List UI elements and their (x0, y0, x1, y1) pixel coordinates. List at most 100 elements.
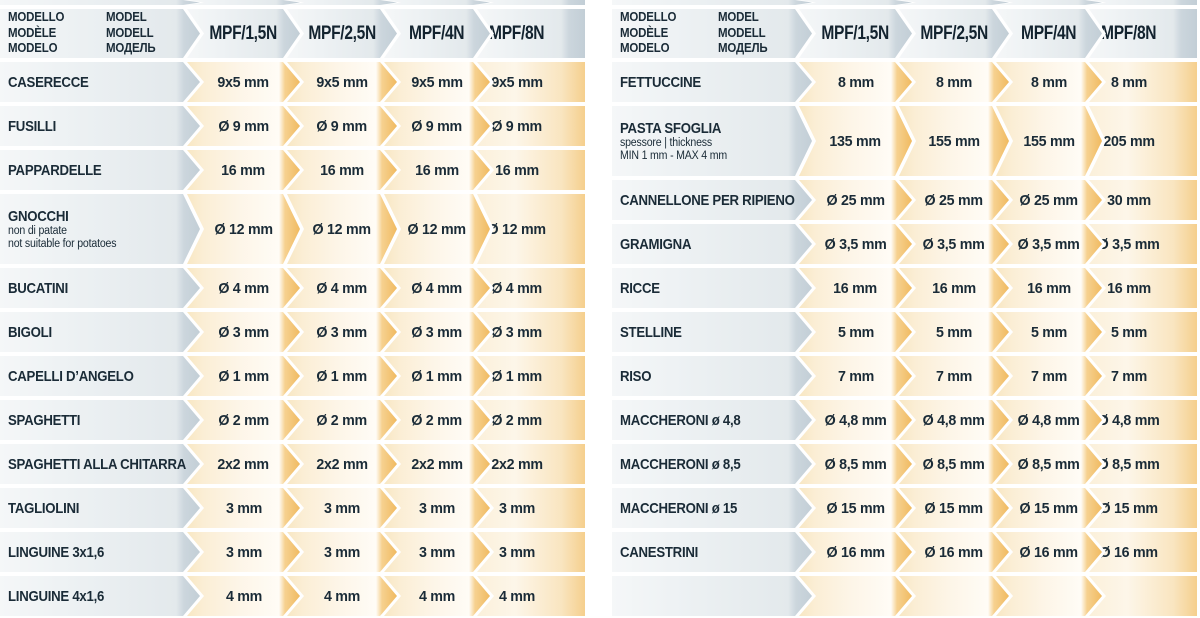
size-value: 135 mm (829, 132, 882, 150)
size-value-wrap (1106, 576, 1152, 616)
size-value-arrow: Ø 2 mm (187, 400, 300, 440)
size-value: Ø 25 mm (1019, 191, 1079, 209)
size-value-wrap: 4 mm (401, 576, 473, 616)
size-value-arrow: 2x2 mm (287, 444, 397, 484)
size-value-arrow: 16 mm (384, 150, 490, 190)
row-label-arrow: TAGLIOLINI (0, 488, 200, 528)
size-value: 8 mm (837, 73, 874, 91)
size-value-arrow: 2x2 mm (187, 444, 300, 484)
size-value: Ø 16 mm (1019, 543, 1079, 561)
size-value-wrap: Ø 2 mm (401, 400, 473, 440)
row-label-arrow: MACCHERONI ø 15 (612, 488, 812, 528)
size-value-wrap: Ø 8,5 mm (816, 444, 895, 484)
model-column-header: MPF/2,5N (899, 9, 1009, 58)
model-header-label: MPF/4N (409, 22, 465, 44)
size-value-wrap: Ø 3,5 mm (1013, 224, 1085, 264)
pasta-name: CAPELLI D’ANGELO (8, 367, 134, 385)
size-value: Ø 1 mm (491, 367, 543, 385)
size-value-wrap: 4 mm (204, 576, 283, 616)
size-value-arrow: Ø 8,5 mm (1089, 444, 1197, 484)
size-value-wrap: 9x5 mm (304, 62, 380, 102)
size-value-wrap: 4 mm (494, 576, 540, 616)
size-value-arrow: 16 mm (899, 268, 1009, 308)
size-value: 5 mm (1110, 323, 1148, 341)
model-column-header: MPF/2,5N (287, 9, 397, 58)
row-label-arrow: GNOCCHI non di patate not suitable for pot… (0, 194, 200, 264)
size-value: Ø 2 mm (411, 411, 463, 429)
size-value: 9x5 mm (217, 73, 270, 91)
size-value-arrow: 2x2 mm (477, 444, 585, 484)
header-word-column: MODELLO MODÈLE MODELO (620, 9, 681, 58)
size-value-wrap: Ø 2 mm (304, 400, 380, 440)
size-value: 7 mm (837, 367, 874, 385)
pasta-name: SPAGHETTI ALLA CHITARRA (8, 455, 186, 473)
size-value-wrap: 3 mm (304, 532, 380, 572)
size-value-arrow: Ø 9 mm (287, 106, 397, 146)
size-value-wrap: 3 mm (494, 488, 540, 528)
size-value-wrap: 155 mm (1013, 106, 1085, 176)
size-value-wrap: 3 mm (401, 488, 473, 528)
size-value-wrap: 7 mm (1013, 356, 1085, 396)
size-value-wrap: 16 mm (494, 150, 540, 190)
size-value-arrow: Ø 15 mm (996, 488, 1102, 528)
size-value-wrap: Ø 16 mm (1013, 532, 1085, 572)
header-model-word: MODELL (718, 25, 766, 40)
header-word-column: MODEL MODELL МОДЕЛЬ (106, 9, 160, 58)
size-value: 3 mm (323, 543, 361, 561)
pasta-name: GRAMIGNA (620, 235, 692, 253)
model-header-label: MPF/2,5N (308, 22, 376, 44)
top-strip-segment (187, 0, 300, 5)
size-value-arrow: 8 mm (996, 62, 1102, 102)
size-value-arrow: 4 mm (384, 576, 490, 616)
size-value: Ø 3 mm (316, 323, 368, 341)
size-value-arrow: 3 mm (287, 532, 397, 572)
size-value-arrow: Ø 16 mm (1089, 532, 1197, 572)
size-value: 155 mm (928, 132, 980, 150)
pasta-name: FUSILLI (8, 117, 57, 135)
size-value: Ø 25 mm (826, 191, 885, 209)
row-label-wrap: SPAGHETTI (8, 400, 180, 440)
row-label-arrow: CAPELLI D’ANGELO (0, 356, 200, 396)
size-value-wrap: 135 mm (816, 106, 895, 176)
size-value-wrap: Ø 3 mm (304, 312, 380, 352)
row-label-arrow: BUCATINI (0, 268, 200, 308)
row-label-wrap: FETTUCCINE (620, 62, 792, 102)
pasta-name: STELLINE (620, 323, 682, 341)
size-value: 4 mm (225, 587, 262, 605)
size-value-arrow: Ø 12 mm (384, 194, 490, 264)
header-model-word: МОДЕЛЬ (718, 41, 768, 56)
header-model-cell: MODELLO MODÈLE MODELO MODEL MODELL МОДЕЛЬ (0, 9, 200, 58)
size-value-wrap: 3 mm (204, 488, 283, 528)
row-label-arrow: SPAGHETTI ALLA CHITARRA (0, 444, 200, 484)
size-value-wrap: Ø 16 mm (1100, 532, 1158, 572)
pasta-name: BUCATINI (8, 279, 68, 297)
pasta-name: CANESTRINI (620, 543, 699, 561)
size-value-wrap (816, 576, 895, 616)
size-value: 5 mm (837, 323, 874, 341)
size-value: 16 mm (415, 161, 459, 179)
size-value-arrow: 4 mm (287, 576, 397, 616)
size-value-wrap: 16 mm (916, 268, 992, 308)
pasta-size-table-left: MODELLO MODÈLE MODELO MODEL MODELL МОДЕЛЬ MPF/… (0, 0, 585, 618)
size-value: Ø 15 mm (924, 499, 984, 517)
size-value: 2x2 mm (411, 455, 463, 473)
row-label-wrap: BIGOLI (8, 312, 180, 352)
size-value-wrap: 16 mm (816, 268, 895, 308)
size-value-wrap: 5 mm (1106, 312, 1152, 352)
row-label-wrap: TAGLIOLINI (8, 488, 180, 528)
size-value: Ø 4 mm (491, 279, 543, 297)
size-value: 3 mm (418, 499, 456, 517)
size-value: 3 mm (498, 499, 536, 517)
pasta-name: CANNELLONE PER RIPIENO (620, 191, 795, 209)
model-header-wrap: MPF/1,5N (204, 9, 283, 58)
row-label-arrow: LINGUINE 3x1,6 (0, 532, 200, 572)
size-value-wrap: 205 mm (1103, 106, 1155, 176)
top-strip-segment (0, 0, 200, 5)
size-value-arrow: 3 mm (384, 532, 490, 572)
size-value-wrap: 7 mm (916, 356, 992, 396)
size-value: Ø 15 mm (826, 499, 885, 517)
size-value-arrow: Ø 3 mm (384, 312, 490, 352)
row-label-wrap: CANESTRINI (620, 532, 792, 572)
pasta-name: LINGUINE 4x1,6 (8, 587, 105, 605)
header-model-cell: MODELLO MODÈLE MODELO MODEL MODELL МОДЕЛЬ (612, 9, 812, 58)
